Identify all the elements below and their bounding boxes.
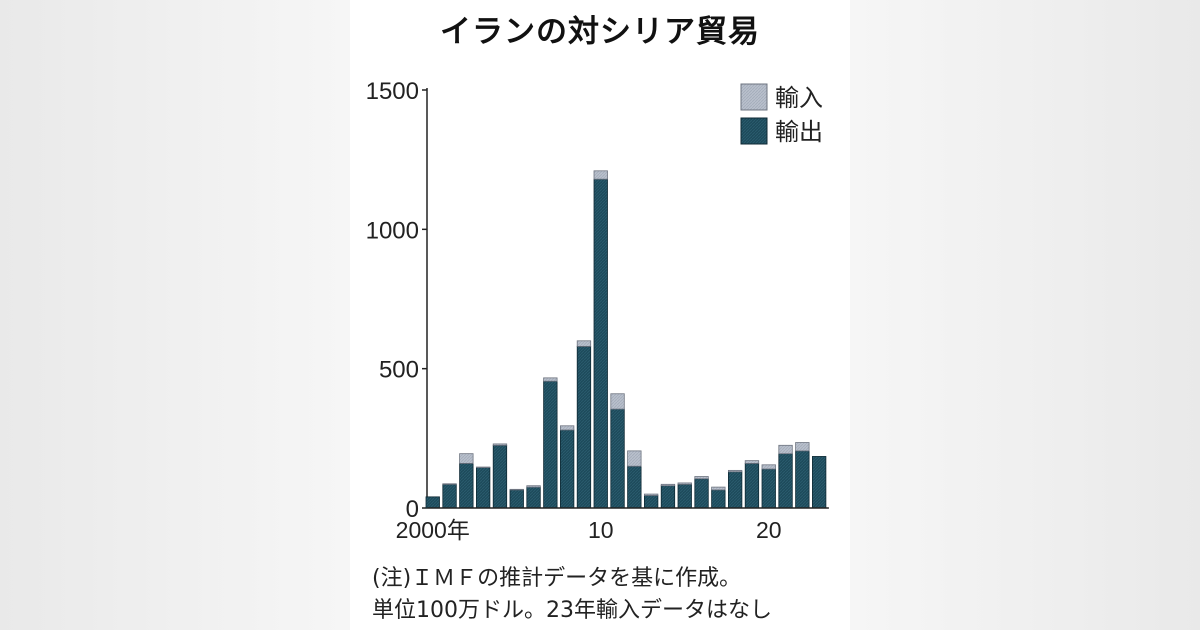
- bar-export: [778, 453, 793, 509]
- bar-import: [643, 493, 659, 496]
- bar-import: [459, 453, 474, 464]
- bar-import: [795, 442, 810, 452]
- bar-import: [509, 488, 524, 491]
- x-tick-label: 2000年: [396, 517, 470, 543]
- bar-export: [660, 485, 676, 509]
- bar-export: [476, 467, 491, 509]
- background-right: [850, 0, 1200, 630]
- bar-export: [459, 463, 474, 509]
- legend-label: 輸入: [775, 84, 823, 112]
- bar-import: [492, 443, 508, 446]
- x-axis: 2000年 10 20: [396, 507, 829, 543]
- bar-export: [610, 408, 625, 509]
- bar-export: [643, 495, 659, 509]
- bar-export: [543, 380, 558, 509]
- chart-title: イランの対シリア貿易: [440, 14, 760, 50]
- bar-import: [442, 483, 457, 485]
- bar-import: [778, 444, 793, 455]
- background-left: [0, 0, 350, 630]
- note-source: (注)ＩＭＦの推計データを基に作成。: [372, 566, 742, 591]
- bar-import: [559, 425, 575, 431]
- bar-export: [492, 444, 508, 509]
- bar-export: [761, 468, 776, 509]
- bar-import: [543, 377, 558, 382]
- bar-export: [593, 178, 608, 509]
- bar-export: [526, 486, 541, 509]
- bar-export: [442, 483, 457, 509]
- bar-import: [711, 486, 726, 491]
- bar-import: [593, 170, 608, 180]
- bar-export: [795, 450, 810, 509]
- bar-import: [677, 482, 692, 485]
- bar-import: [476, 466, 491, 468]
- bar-export: [509, 489, 524, 509]
- legend-label: 輸出: [775, 118, 823, 146]
- bar-export: [425, 496, 440, 509]
- y-tick-label: 500: [379, 357, 419, 384]
- bar-export: [744, 463, 760, 509]
- bar-import: [526, 485, 541, 488]
- bar-import: [576, 340, 592, 347]
- chart-panel: イランの対シリア貿易 0 500 1000 1500 2000年 10 20 輸入輸出 (…: [350, 0, 850, 630]
- bar-export: [677, 483, 692, 509]
- note-unit: 単位100万ドル。23年輸入データはなし: [372, 598, 772, 623]
- y-tick-label: 0: [406, 496, 419, 523]
- x-tick-label: 10: [588, 517, 614, 543]
- bar-import: [627, 450, 642, 467]
- bar-import: [727, 469, 743, 473]
- bar-import: [660, 483, 676, 487]
- bar-import: [610, 393, 625, 410]
- y-tick-label: 1000: [366, 217, 419, 244]
- bars: [425, 170, 827, 509]
- bar-export: [576, 345, 592, 509]
- bar-import: [744, 460, 760, 464]
- bar-import: [694, 476, 709, 480]
- bar-export: [811, 456, 827, 509]
- bar-export: [559, 429, 575, 509]
- bar-import: [761, 464, 776, 470]
- bar-export: [711, 489, 726, 509]
- x-tick-label: 20: [756, 517, 782, 543]
- bar-export: [627, 465, 642, 509]
- legend-swatch: [740, 83, 768, 111]
- bar-export: [727, 471, 743, 509]
- y-axis: 0 500 1000 1500: [366, 78, 428, 523]
- legend-swatch: [740, 117, 768, 145]
- y-tick-label: 1500: [366, 78, 419, 105]
- bar-export: [694, 478, 709, 509]
